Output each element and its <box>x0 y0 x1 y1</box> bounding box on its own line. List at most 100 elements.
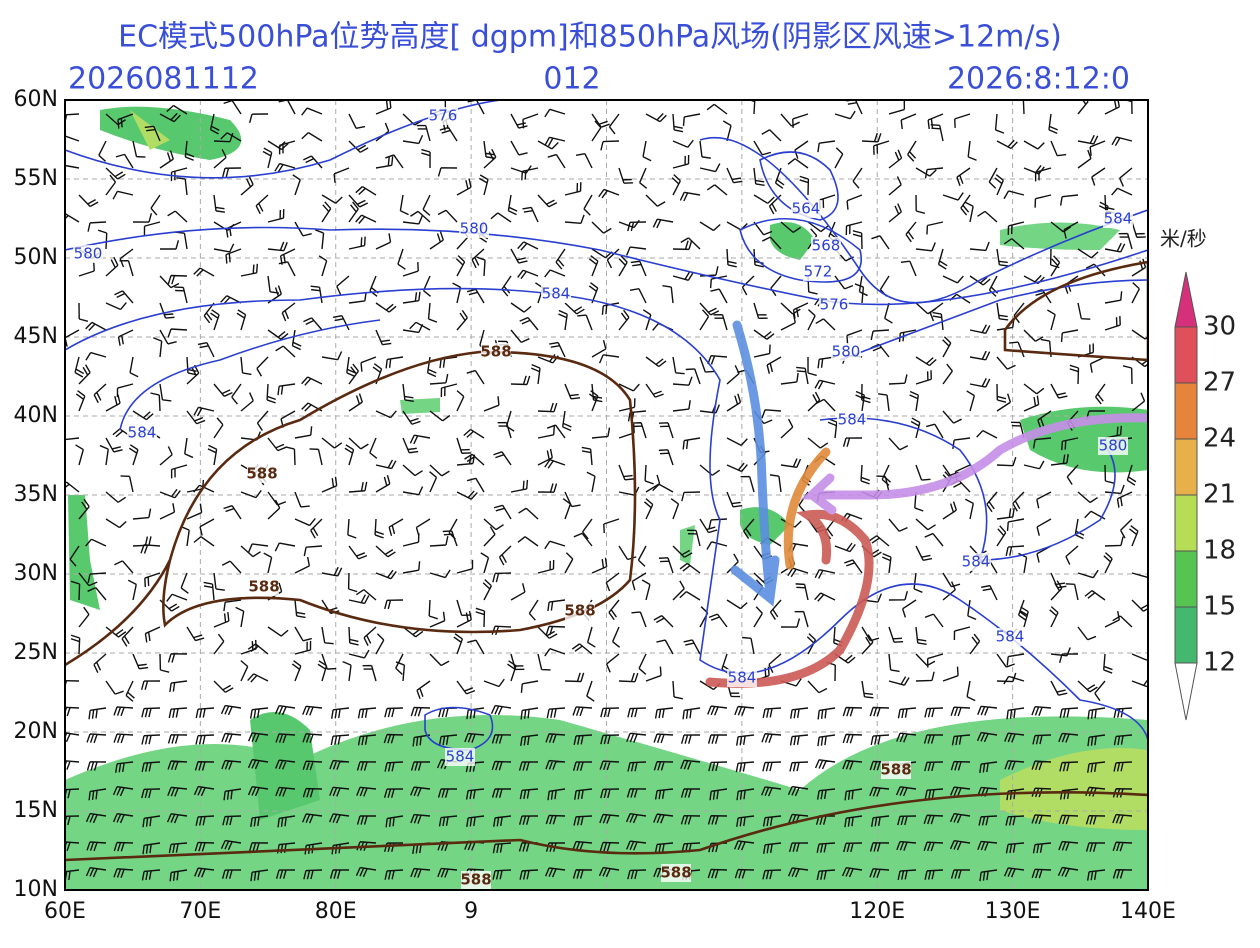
wind-barb <box>780 372 799 385</box>
wind-barb <box>113 733 134 744</box>
wind-barb <box>537 483 558 493</box>
wind-barb <box>672 680 683 700</box>
graticule <box>65 100 1148 890</box>
wind-barb <box>645 113 667 123</box>
wind-barb <box>213 149 227 169</box>
wind-barb <box>225 248 242 264</box>
wind-barb <box>807 391 821 412</box>
wind-barb <box>1123 100 1133 115</box>
wind-barb <box>699 309 710 331</box>
wind-barb <box>1131 392 1146 412</box>
wind-barb <box>174 286 188 304</box>
wind-barb <box>1049 606 1059 628</box>
wind-barb <box>399 194 409 216</box>
lead-time: 012 <box>543 62 600 97</box>
wind-barb <box>166 593 188 602</box>
wind-barb <box>926 653 944 668</box>
wind-barb <box>780 458 802 469</box>
wind-barb <box>85 351 107 361</box>
wind-barb <box>546 707 566 719</box>
wind-barb <box>75 390 86 412</box>
wind-barb <box>267 209 285 223</box>
wind-barb <box>78 572 98 587</box>
wind-barb <box>132 140 146 158</box>
wind-barb <box>537 140 559 150</box>
wind-barb <box>213 243 235 253</box>
wind-barb <box>127 579 137 601</box>
wind-barb <box>150 194 161 216</box>
wind-barb <box>1012 491 1025 512</box>
wind-barb <box>734 868 755 879</box>
wind-barb <box>159 599 180 612</box>
colorbar-label: 30 <box>1203 312 1236 342</box>
wind-barb <box>1065 583 1079 601</box>
wind-barb <box>193 785 215 797</box>
wind-barb <box>915 302 936 315</box>
wind-barb <box>950 869 971 879</box>
wind-barb <box>528 599 539 621</box>
wind-barb <box>591 340 607 358</box>
wind-barb <box>680 237 701 250</box>
wind-barb <box>682 437 701 450</box>
wind-barb <box>930 124 944 142</box>
wind-barb <box>582 518 593 540</box>
wind-barb <box>263 552 273 574</box>
wind-barb <box>763 842 782 854</box>
wind-barb <box>88 788 107 801</box>
colorbar-bin <box>1174 438 1198 496</box>
wind-barb <box>742 636 755 655</box>
wind-barb <box>429 471 438 493</box>
wind-barb <box>969 350 991 361</box>
wind-barb <box>115 761 134 773</box>
wind-barb <box>900 113 917 130</box>
wind-barb <box>186 410 206 425</box>
wind-barb <box>1059 761 1079 772</box>
wind-barb <box>572 840 593 851</box>
contour-label-bg <box>565 602 595 620</box>
wind-barb <box>1032 842 1052 854</box>
wind-barb <box>342 661 352 682</box>
wind-barb <box>1003 867 1025 878</box>
wind-barb <box>575 152 593 169</box>
wind-barb <box>85 321 107 332</box>
wind-barb <box>321 626 334 645</box>
wind-barb <box>726 393 742 412</box>
wind-barb <box>220 704 242 716</box>
wind-barb <box>363 626 377 647</box>
wind-barb <box>1059 788 1079 800</box>
wind-barb <box>544 648 566 657</box>
lat-label: 30N <box>14 561 58 586</box>
wind-barb <box>878 393 890 412</box>
wind-barb <box>577 314 593 331</box>
wind-barb <box>267 437 287 452</box>
wind-barb <box>223 788 242 801</box>
wind-barb <box>348 437 369 450</box>
wind-barb <box>564 672 585 683</box>
wind-barb <box>612 626 621 648</box>
wind-barb <box>707 705 728 716</box>
colorbar-label: 27 <box>1203 368 1236 398</box>
wind-barb <box>645 356 667 368</box>
wind-barb <box>348 481 368 493</box>
wind-barb <box>843 842 863 853</box>
wind-barb <box>159 275 180 289</box>
wind-barb <box>153 337 163 358</box>
wind-barb <box>571 643 593 655</box>
wind-barb <box>277 815 296 828</box>
wind-barb <box>483 396 500 412</box>
wind-barb <box>105 394 121 412</box>
wind-barb <box>522 113 539 129</box>
wind-barb <box>681 491 701 502</box>
wind-barb <box>1131 258 1147 277</box>
wind-barb <box>75 444 84 466</box>
wind-barb <box>910 417 921 439</box>
wind-barb <box>860 464 870 485</box>
run-time: 2026081112 <box>68 62 259 97</box>
wind-barb <box>789 707 809 719</box>
wind-barb <box>78 364 91 385</box>
wind-barb <box>682 707 701 720</box>
wind-barb <box>456 490 478 500</box>
wind-barb <box>949 812 971 824</box>
wind-barb <box>564 491 581 508</box>
wind-barb <box>1087 734 1106 747</box>
